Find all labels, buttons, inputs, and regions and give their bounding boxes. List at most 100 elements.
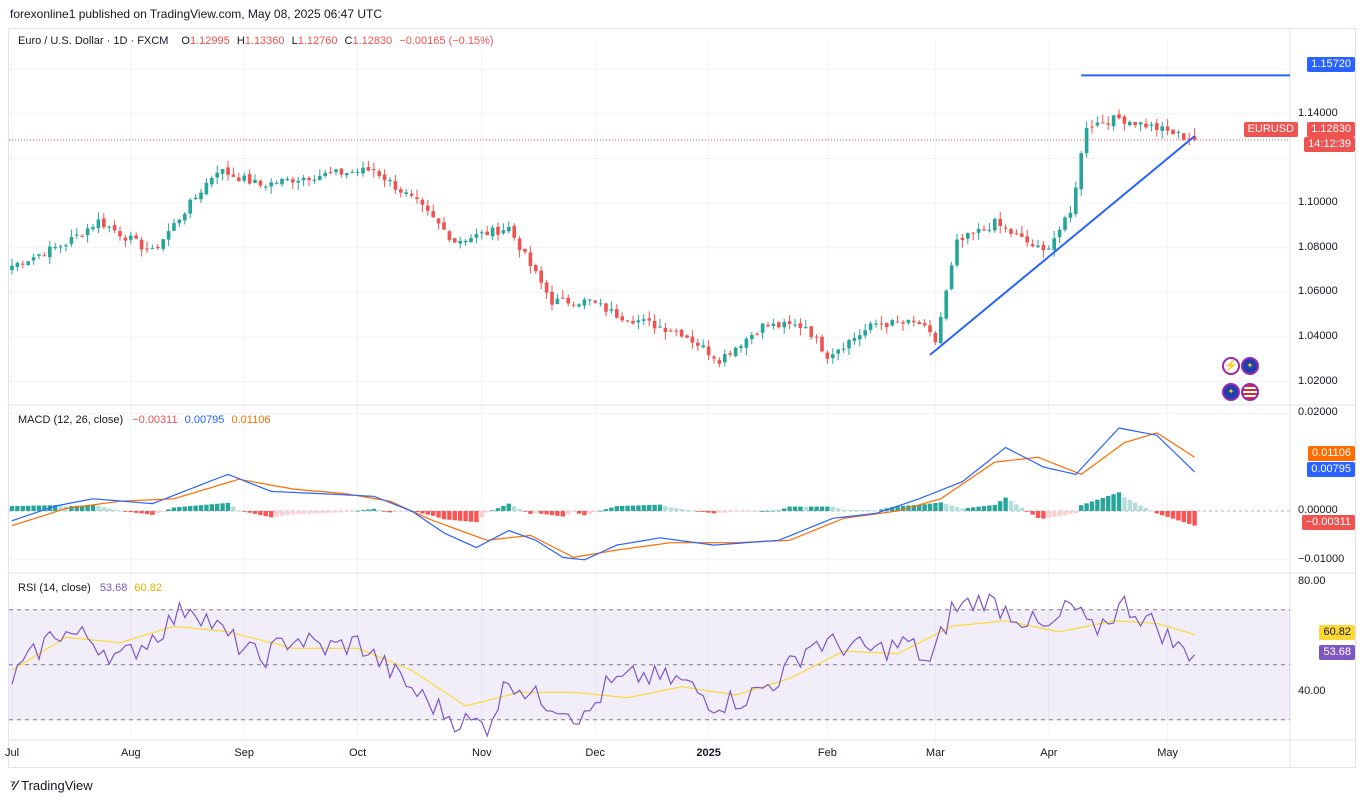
- us-flag-icon[interactable]: [1241, 383, 1259, 401]
- macd-title[interactable]: MACD (12, 26, close): [18, 414, 124, 426]
- macd-histogram-bar: [177, 507, 182, 511]
- macd-histogram-bar: [1052, 510, 1057, 517]
- macd-histogram-bar: [895, 506, 900, 511]
- eu-flag-icon[interactable]: ✦: [1222, 383, 1240, 401]
- low-value: 1.12760: [297, 35, 338, 47]
- candle: [91, 224, 95, 232]
- symbol-label[interactable]: Euro / U.S. Dollar · 1D · FXCM: [18, 35, 169, 47]
- lightning-event-icon[interactable]: ⚡: [1222, 357, 1240, 375]
- macd-histogram-bar: [414, 510, 420, 513]
- macd-histogram-bar: [1084, 503, 1089, 511]
- macd-histogram-bar: [290, 510, 295, 515]
- axis-tick-label: 1.04000: [1298, 330, 1338, 343]
- candle: [912, 315, 916, 327]
- candle: [1074, 181, 1078, 217]
- macd-histogram-bar: [166, 509, 171, 511]
- macd-histogram-bar: [269, 510, 274, 518]
- candles: [10, 109, 1197, 368]
- support-trendline: [929, 135, 1196, 356]
- macd-histogram-bar: [938, 502, 943, 511]
- event-flags-bottom[interactable]: ✦: [1222, 383, 1259, 401]
- candle: [1128, 120, 1132, 127]
- macd-histogram-bar: [620, 505, 625, 511]
- macd-histogram-bar: [863, 510, 868, 512]
- macd-histogram-bar: [728, 510, 733, 513]
- macd-histogram-bar: [74, 505, 79, 511]
- macd-histogram-bar: [225, 502, 231, 511]
- candle: [118, 226, 122, 241]
- candle: [690, 330, 695, 349]
- axis-tick-label: 1.02000: [1298, 374, 1338, 387]
- candle: [793, 318, 797, 328]
- open-value: 1.12995: [189, 35, 230, 47]
- rsi-title[interactable]: RSI (14, close): [18, 582, 91, 594]
- candle: [463, 238, 468, 246]
- macd-signal-label: 0.01106: [1308, 446, 1355, 461]
- candle: [204, 178, 209, 196]
- candle: [1160, 121, 1164, 139]
- candle: [247, 169, 252, 185]
- macd-histogram-bar: [787, 506, 792, 511]
- macd-histogram-bar: [1041, 510, 1046, 519]
- macd-signal-line: [11, 432, 1195, 559]
- macd-histogram-bar: [636, 505, 641, 511]
- macd-histogram-bar: [927, 503, 933, 511]
- candle: [134, 232, 138, 240]
- macd-histogram-bar: [198, 505, 204, 511]
- event-flags-top[interactable]: ⚡ ✦: [1222, 357, 1259, 375]
- candle: [1187, 132, 1191, 146]
- macd-histogram-bar: [1192, 510, 1197, 526]
- candle: [976, 223, 981, 241]
- candle: [787, 314, 792, 330]
- macd-histogram-bar: [1100, 497, 1105, 511]
- candle: [674, 328, 678, 337]
- candle: [771, 318, 776, 330]
- macd-histogram-bar: [1095, 499, 1100, 511]
- macd-histogram-bar: [890, 507, 895, 511]
- candle: [193, 193, 198, 200]
- macd-histogram-bar: [803, 506, 808, 511]
- macd-histogram-bar: [873, 510, 879, 512]
- candle: [577, 303, 581, 308]
- candle: [1182, 133, 1186, 141]
- candle: [64, 243, 68, 252]
- macd-histogram-bar: [215, 503, 220, 511]
- candle: [156, 244, 160, 251]
- macd-histogram-bar: [647, 504, 652, 511]
- macd-histogram-bar: [1176, 510, 1181, 521]
- candle: [831, 348, 835, 364]
- macd-histogram-bar: [706, 510, 711, 513]
- rsi-ma-line: [11, 620, 1195, 707]
- candle: [453, 238, 457, 243]
- candle: [409, 189, 414, 198]
- macd-histogram-bar: [917, 504, 922, 511]
- candle: [10, 258, 14, 275]
- macd-histogram-bar: [107, 508, 112, 511]
- candle: [382, 169, 387, 188]
- candle: [253, 174, 257, 184]
- macd-histogram-bar: [717, 510, 722, 514]
- candle: [993, 217, 997, 233]
- candle: [490, 225, 495, 241]
- macd-histogram-bar: [614, 506, 619, 511]
- candle: [712, 355, 716, 364]
- macd-histogram-bar: [814, 506, 819, 511]
- macd-histogram-bar: [987, 505, 992, 511]
- candle: [328, 166, 333, 175]
- macd-histogram-bar: [117, 510, 123, 512]
- macd-histogram-bar: [981, 506, 987, 511]
- candle: [102, 212, 106, 230]
- candle: [955, 233, 959, 268]
- candle: [1165, 119, 1170, 136]
- axis-tick-label: 40.00: [1298, 685, 1326, 698]
- candle: [388, 177, 392, 187]
- brand[interactable]: ⁷⁄ TradingView: [10, 777, 93, 793]
- macd-histogram-bar: [69, 506, 74, 511]
- macd-histogram-bar: [306, 510, 312, 514]
- macd-histogram-bar: [971, 507, 976, 511]
- macd-histogram-bar: [247, 510, 252, 513]
- eu-flag-icon[interactable]: ✦: [1241, 357, 1259, 375]
- time-tick-label: Sep: [234, 747, 254, 759]
- tradingview-logo-icon: ⁷⁄: [10, 777, 17, 793]
